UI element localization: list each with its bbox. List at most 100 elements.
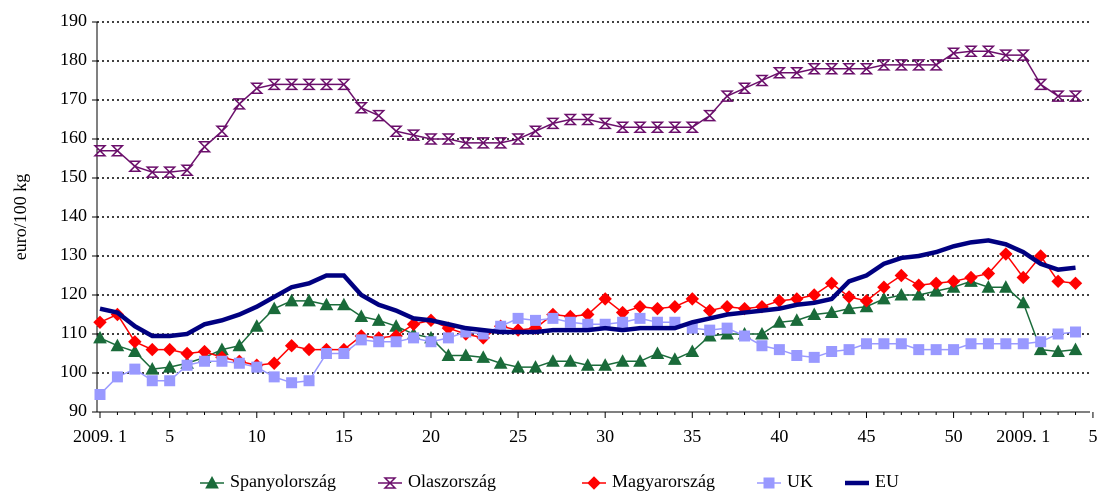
y-tick-label: 140 xyxy=(60,205,87,225)
legend-label: UK xyxy=(787,471,813,491)
x-tick-label: 2009. 1 xyxy=(73,426,127,446)
marker xyxy=(772,66,787,79)
marker xyxy=(93,315,107,330)
marker xyxy=(511,360,525,373)
marker xyxy=(110,144,125,157)
x-tick-label: 25 xyxy=(509,426,527,446)
marker xyxy=(685,121,700,134)
marker xyxy=(824,63,839,75)
y-axis-label: euro/100 kg xyxy=(10,174,30,260)
marker xyxy=(633,354,647,367)
marker xyxy=(739,330,751,342)
marker xyxy=(371,313,386,326)
y-tick-label: 180 xyxy=(60,49,87,69)
marker xyxy=(633,121,647,134)
marker xyxy=(650,301,665,316)
marker xyxy=(1070,326,1082,338)
marker xyxy=(824,276,839,291)
x-tick-label: 40 xyxy=(770,426,788,446)
marker xyxy=(685,292,699,306)
marker xyxy=(547,312,559,324)
marker xyxy=(354,102,369,114)
marker xyxy=(216,355,228,367)
marker xyxy=(459,137,473,149)
marker xyxy=(651,316,663,328)
x-tick-label: 2009. 1 xyxy=(996,426,1050,446)
legend-label: Magyarország xyxy=(612,471,715,491)
marker xyxy=(807,63,822,75)
marker xyxy=(180,164,194,176)
marker xyxy=(720,299,734,314)
marker xyxy=(1033,78,1048,91)
marker xyxy=(964,45,978,57)
marker xyxy=(824,305,839,319)
marker xyxy=(1017,338,1029,350)
marker xyxy=(598,358,613,371)
marker xyxy=(615,354,630,367)
marker xyxy=(145,166,160,178)
marker xyxy=(127,344,142,358)
marker xyxy=(929,284,944,297)
marker xyxy=(232,98,247,110)
marker xyxy=(878,338,890,350)
marker xyxy=(999,49,1013,61)
marker xyxy=(302,293,316,307)
marker xyxy=(355,334,367,346)
marker xyxy=(1052,328,1064,340)
marker xyxy=(146,375,158,387)
marker xyxy=(199,355,211,367)
marker xyxy=(1016,295,1031,309)
x-tick-label: 5 xyxy=(1088,426,1097,446)
marker xyxy=(1033,342,1048,356)
marker xyxy=(930,344,942,356)
marker xyxy=(251,361,263,373)
marker xyxy=(164,375,176,387)
series-line xyxy=(99,238,1076,339)
marker xyxy=(911,287,926,301)
marker xyxy=(181,359,193,371)
marker xyxy=(232,338,247,352)
marker xyxy=(442,332,454,344)
marker xyxy=(1068,90,1083,102)
marker xyxy=(1035,336,1047,348)
marker xyxy=(320,348,332,359)
marker xyxy=(530,314,541,326)
x-tick-label: 45 xyxy=(857,426,875,446)
marker xyxy=(302,78,316,91)
marker xyxy=(981,280,996,293)
marker xyxy=(791,349,803,361)
marker xyxy=(982,338,994,350)
marker xyxy=(859,63,874,75)
marker xyxy=(756,340,768,352)
marker xyxy=(789,66,804,79)
marker xyxy=(284,78,299,91)
marker xyxy=(233,357,245,369)
y-tick-label: 90 xyxy=(69,400,87,420)
marker xyxy=(808,351,820,363)
marker xyxy=(563,113,578,126)
marker xyxy=(268,371,280,383)
marker xyxy=(895,338,907,350)
marker xyxy=(826,346,838,358)
marker xyxy=(580,358,595,371)
marker xyxy=(373,336,385,348)
marker xyxy=(913,344,925,356)
x-tick-label: 15 xyxy=(335,426,353,446)
marker xyxy=(737,82,752,95)
marker xyxy=(1051,344,1065,358)
y-tick-label: 100 xyxy=(60,361,87,381)
marker xyxy=(948,344,960,356)
marker xyxy=(650,346,665,359)
marker xyxy=(877,291,891,305)
marker xyxy=(772,315,787,328)
legend-label: Spanyolország xyxy=(230,471,336,491)
marker xyxy=(145,362,160,375)
x-tick-label: 50 xyxy=(945,426,963,446)
marker xyxy=(128,160,142,173)
marker xyxy=(704,324,716,336)
marker xyxy=(981,45,996,57)
marker xyxy=(807,307,822,320)
marker xyxy=(390,336,402,348)
marker xyxy=(249,82,264,95)
marker xyxy=(894,287,909,301)
